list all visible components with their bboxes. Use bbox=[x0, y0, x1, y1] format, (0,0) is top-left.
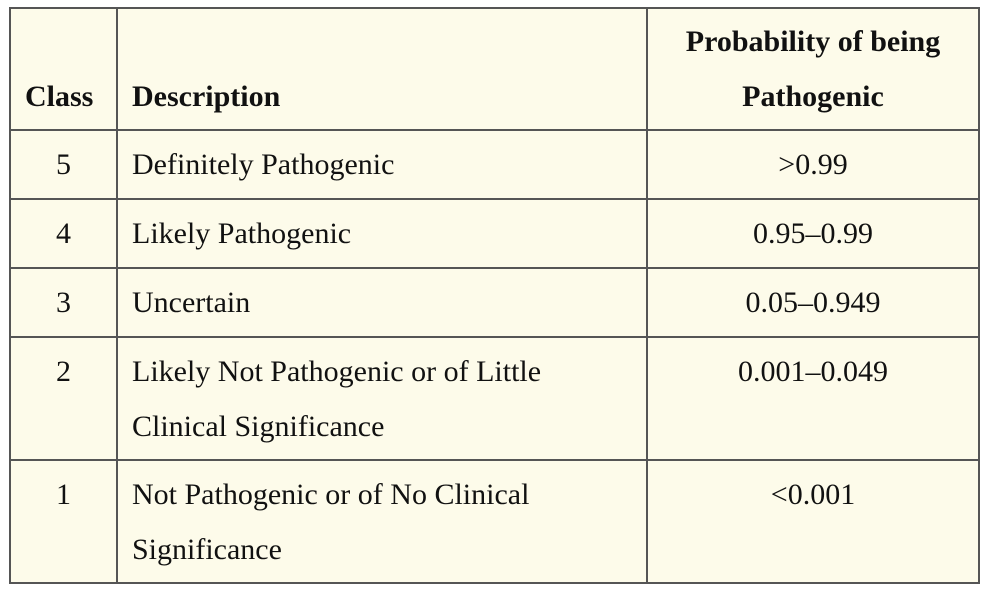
description-cell: Not Pathogenic or of No Clinical Signifi… bbox=[116, 459, 648, 584]
probability-cell: 0.95–0.99 bbox=[646, 198, 980, 269]
column-header-description: Description bbox=[116, 7, 648, 131]
class-cell: 5 bbox=[9, 129, 118, 200]
probability-cell: <0.001 bbox=[646, 459, 980, 584]
description-cell: Uncertain bbox=[116, 267, 648, 338]
table-header: Class Description Probability of being P… bbox=[9, 7, 980, 131]
class-cell: 4 bbox=[9, 198, 118, 269]
class-cell: 3 bbox=[9, 267, 118, 338]
header-row: Class Description Probability of being P… bbox=[9, 7, 980, 131]
column-header-probability: Probability of being Pathogenic bbox=[646, 7, 980, 131]
probability-cell: 0.05–0.949 bbox=[646, 267, 980, 338]
table-row: 5 Definitely Pathogenic >0.99 bbox=[9, 129, 980, 200]
description-cell: Likely Not Pathogenic or of Little Clini… bbox=[116, 336, 648, 461]
table-row: 2 Likely Not Pathogenic or of Little Cli… bbox=[9, 336, 980, 461]
classification-table: Class Description Probability of being P… bbox=[9, 7, 980, 584]
class-cell: 2 bbox=[9, 336, 118, 461]
table-body: 5 Definitely Pathogenic >0.99 4 Likely P… bbox=[9, 129, 980, 584]
column-header-class: Class bbox=[9, 7, 118, 131]
class-cell: 1 bbox=[9, 459, 118, 584]
probability-cell: 0.001–0.049 bbox=[646, 336, 980, 461]
description-cell: Definitely Pathogenic bbox=[116, 129, 648, 200]
description-cell: Likely Pathogenic bbox=[116, 198, 648, 269]
probability-cell: >0.99 bbox=[646, 129, 980, 200]
table-row: 4 Likely Pathogenic 0.95–0.99 bbox=[9, 198, 980, 269]
table-row: 1 Not Pathogenic or of No Clinical Signi… bbox=[9, 459, 980, 584]
table-row: 3 Uncertain 0.05–0.949 bbox=[9, 267, 980, 338]
